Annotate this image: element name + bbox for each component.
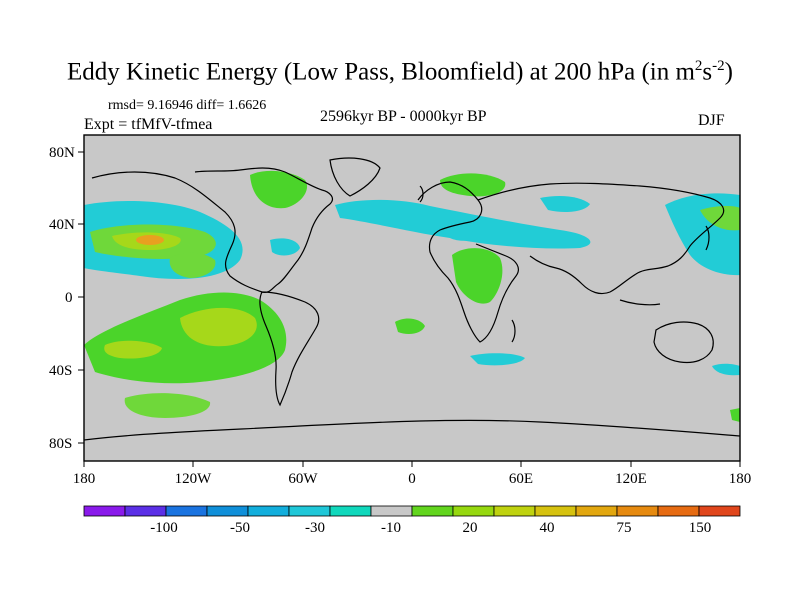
lat-label-40s: 40S [49,363,72,379]
colorbar [83,505,741,517]
colorbar-swatch [124,505,167,517]
colorbar-swatch [616,505,659,517]
contour-south-pacific-yellow2 [104,340,162,359]
colorbar-swatch [534,505,577,517]
colorbar-swatch [657,505,700,517]
contour-africa-green [452,248,503,304]
lat-label-80s: 80S [49,436,72,452]
coastlines [84,157,740,441]
colorbar-swatch [370,505,413,517]
colorbar-label: 150 [689,520,712,536]
lon-label-120e: 120E [615,471,647,487]
contour-se-pacific-green [730,408,740,422]
anomaly-field [84,157,740,441]
colorbar-swatch [83,505,126,517]
colorbar-swatch [247,505,290,517]
contour-south-atlantic-green [395,318,425,334]
colorbar-swatch [288,505,331,517]
contour-cyan-africa [448,229,480,241]
latitude-axis: 80N 40N 0 40S 80S [49,145,84,452]
colorbar-swatch [329,505,372,517]
experiment-label: Expt = tfMfV-tfmea [84,116,213,133]
contour-canada-green [250,170,308,209]
season-label: DJF [698,112,725,129]
lon-label-180w: 180 [73,471,96,487]
plot-title: Eddy Kinetic Energy (Low Pass, Bloomfiel… [67,58,733,86]
lat-label-80n: 80N [49,145,75,161]
lon-label-180e: 180 [729,471,752,487]
contour-australia-cyan [712,363,740,376]
colorbar-label: -50 [230,520,250,536]
contour-south-pacific-yellow [180,307,257,347]
colorbar-labels: -100 -50 -30 -10 20 40 75 150 [150,520,711,536]
colorbar-swatch [575,505,618,517]
contour-scandinavia-green [440,173,506,197]
lat-label-0: 0 [65,290,73,306]
contour-eurasia-cyan [335,199,591,249]
stats-label: rmsd= 9.16946 diff= 1.6626 [108,98,267,113]
contour-south-pacific-green2 [124,393,211,418]
lon-label-60w: 60W [288,471,318,487]
colorbar-swatch [206,505,249,517]
colorbar-swatch [165,505,208,517]
longitude-axis: 180 120W 60W 0 60E 120E 180 [73,461,752,487]
colorbar-swatch [411,505,454,517]
contour-green-mexico [169,252,216,278]
colorbar-swatch [493,505,536,517]
colorbar-label: -30 [305,520,325,536]
lat-label-40n: 40N [49,217,75,233]
colorbar-swatch [698,505,741,517]
period-label: 2596kyr BP - 0000kyr BP [320,108,487,125]
lon-label-120w: 120W [175,471,213,487]
colorbar-label: -100 [150,520,178,536]
contour-asia-cyan [540,196,590,212]
contour-north-pacific-orange [136,235,164,245]
lon-label-60e: 60E [509,471,533,487]
colorbar-swatch [452,505,495,517]
lon-label-0: 0 [408,471,416,487]
colorbar-label: -10 [381,520,401,536]
colorbar-label: 40 [540,520,555,536]
colorbar-label: 75 [617,520,632,536]
colorbar-label: 20 [463,520,478,536]
contour-cyan-na [270,238,300,256]
contour-south-indian-cyan [470,353,525,366]
